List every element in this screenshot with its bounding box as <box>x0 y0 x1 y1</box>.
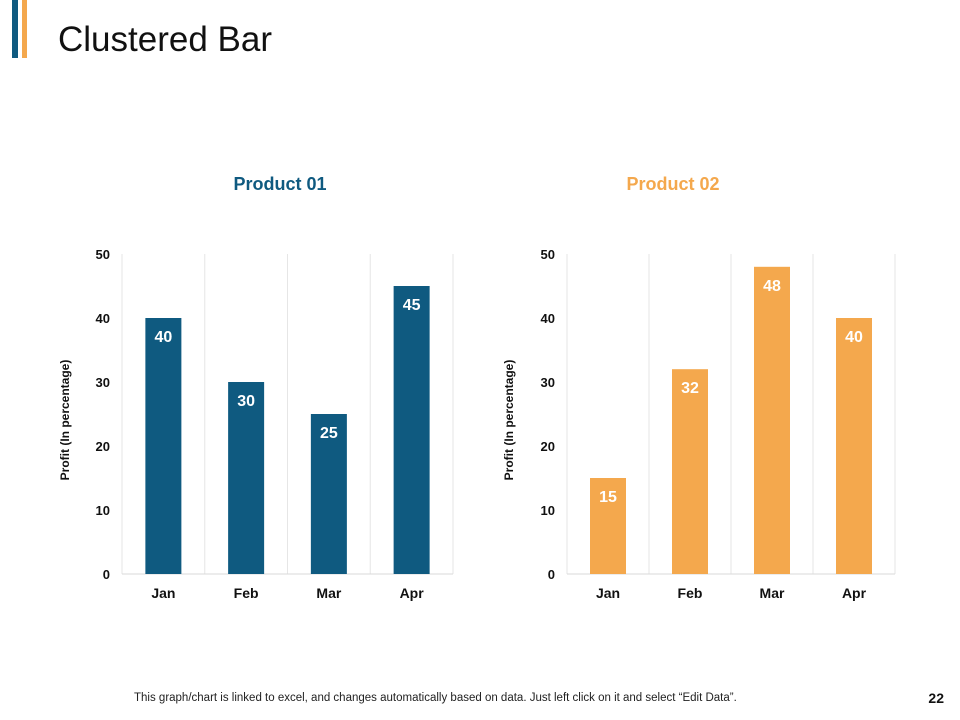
y-tick-label: 50 <box>96 247 110 262</box>
x-tick-label: Jan <box>596 585 620 601</box>
bar-feb <box>228 382 265 574</box>
slide-title: Clustered Bar <box>58 20 272 59</box>
y-tick-label: 10 <box>96 503 110 518</box>
page-number: 22 <box>928 690 944 706</box>
y-tick-label: 50 <box>541 247 555 262</box>
data-label: 40 <box>154 329 172 346</box>
chart-1: Product 01 0 10 20 30 40 50 40 Jan 30 Feb 25 Mar 45 Ap… <box>58 174 454 601</box>
y-tick-label: 20 <box>541 439 555 454</box>
accent-bar-dark <box>12 0 18 58</box>
bar-apr <box>836 318 872 574</box>
x-tick-label: Feb <box>678 585 703 601</box>
y-axis-title: Profit (In percentage) <box>58 360 72 481</box>
data-label: 15 <box>599 489 617 506</box>
bar-jan <box>145 318 182 574</box>
x-tick-label: Apr <box>400 585 425 601</box>
y-tick-label: 20 <box>96 439 110 454</box>
x-tick-label: Feb <box>234 585 259 601</box>
y-axis-title: Profit (In percentage) <box>502 360 516 481</box>
x-tick-label: Mar <box>760 585 785 601</box>
accent-bar-light <box>22 0 27 58</box>
y-tick-label: 10 <box>541 503 555 518</box>
y-tick-label: 0 <box>103 567 110 582</box>
y-tick-label: 40 <box>541 311 555 326</box>
data-label: 45 <box>403 297 421 314</box>
chart-2: Product 02 0 10 20 30 40 50 15 Jan 32 Feb 48 Mar 40 Ap… <box>502 174 896 601</box>
y-tick-label: 40 <box>96 311 110 326</box>
data-label: 40 <box>845 329 863 346</box>
data-label: 30 <box>237 393 255 410</box>
data-label: 32 <box>681 380 699 397</box>
y-tick-label: 30 <box>96 375 110 390</box>
bar-mar <box>310 414 347 574</box>
y-tick-label: 30 <box>541 375 555 390</box>
y-tick-label: 0 <box>548 567 555 582</box>
data-label: 25 <box>320 425 338 442</box>
x-tick-label: Mar <box>316 585 341 601</box>
footer-note: This graph/chart is linked to excel, and… <box>134 692 737 704</box>
chart-title: Product 01 <box>233 174 326 194</box>
bar-apr <box>393 286 430 574</box>
bar-mar <box>754 266 790 574</box>
data-label: 48 <box>763 278 781 295</box>
x-tick-label: Jan <box>151 585 175 601</box>
x-tick-label: Apr <box>842 585 867 601</box>
chart-title: Product 02 <box>626 174 719 194</box>
bar-feb <box>672 369 708 574</box>
bar-jan <box>590 478 626 574</box>
